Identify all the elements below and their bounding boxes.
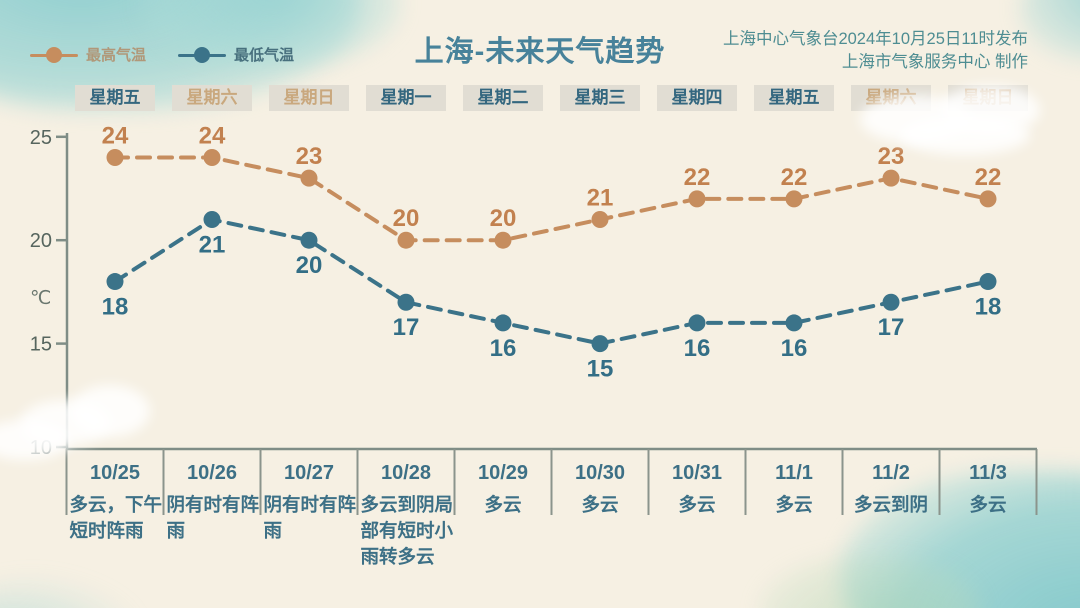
high-temp-point — [979, 190, 997, 208]
high-temp-point — [203, 148, 221, 166]
page-title: 上海-未来天气趋势 — [414, 36, 666, 68]
cloud-icon — [70, 385, 150, 437]
date-label: 11/2 — [872, 462, 910, 484]
low-temp-point — [979, 273, 997, 291]
weather-description: 多云 — [678, 494, 716, 515]
low-temp-marker-icon — [178, 46, 227, 64]
low-temp-point — [882, 293, 900, 311]
date-label: 11/1 — [775, 462, 813, 484]
low-temp-value-label: 18 — [102, 294, 129, 321]
high-temp-value-label: 24 — [102, 122, 129, 149]
legend-item-low: 最低气温 — [178, 44, 294, 65]
date-label: 10/26 — [186, 462, 238, 484]
high-temp-value-label: 23 — [878, 143, 905, 170]
date-label: 10/25 — [89, 462, 141, 484]
weather-description: 多云到阴局部有短时小雨转多云 — [360, 494, 454, 567]
high-temp-value-label: 22 — [975, 164, 1002, 191]
low-temp-value-label: 15 — [587, 356, 614, 383]
high-temp-marker-icon — [30, 46, 78, 64]
high-temp-point — [300, 169, 318, 187]
high-temp-value-label: 22 — [684, 164, 711, 191]
low-temp-point — [494, 314, 512, 332]
forecast-column-11/2: 11/2 多云到阴 — [843, 458, 940, 518]
low-temp-value-label: 20 — [296, 252, 323, 279]
low-temp-point — [397, 293, 415, 311]
legend-item-high: 最高气温 — [30, 44, 146, 65]
low-temp-point — [688, 314, 706, 332]
weather-description: 多云 — [581, 494, 619, 515]
weather-description: 多云 — [969, 494, 1007, 515]
weekday-tab-10/26: 星期六 — [172, 85, 252, 111]
high-temp-value-label: 21 — [587, 185, 614, 212]
high-temp-value-label: 24 — [199, 122, 226, 149]
forecast-column-10/29: 10/29 多云 — [455, 458, 552, 518]
weather-description: 多云到阴 — [853, 494, 928, 515]
date-label: 10/29 — [477, 462, 529, 484]
weekday-tab-10/29: 星期二 — [463, 85, 543, 111]
publisher-line2: 上海市气象服务中心 制作 — [841, 53, 1028, 71]
high-temp-value-label: 20 — [393, 205, 420, 232]
low-temp-point — [106, 273, 124, 291]
chart-legend: 最高气温 最低气温 — [30, 44, 326, 65]
forecast-column-10/31: 10/31 多云 — [649, 458, 746, 518]
low-temp-value-label: 16 — [684, 335, 711, 362]
low-temp-point — [300, 231, 318, 249]
forecast-column-10/26: 10/26 阴有时有阵雨 — [164, 458, 261, 544]
forecast-column-10/28: 10/28 多云到阴局部有短时小雨转多云 — [358, 458, 455, 570]
cloud-icon — [0, 420, 70, 460]
weekday-tab-10/30: 星期三 — [560, 85, 640, 111]
weekday-tab-11/1: 星期五 — [754, 85, 834, 111]
weekday-tab-10/25: 星期五 — [75, 85, 155, 111]
forecast-column-11/3: 11/3 多云 — [940, 458, 1037, 518]
publisher-info: 上海中心气象台2024年10月25日11时发布 上海市气象服务中心 制作 — [723, 28, 1028, 74]
high-temp-value-label: 23 — [296, 143, 323, 170]
low-temp-value-label: 17 — [393, 314, 420, 341]
weather-description: 阴有时有阵雨 — [263, 494, 357, 541]
weekday-tab-10/28: 星期一 — [366, 85, 446, 111]
low-temp-point — [785, 314, 803, 332]
weekday-tab-10/27: 星期日 — [269, 85, 349, 111]
legend-label-high: 最高气温 — [86, 47, 147, 64]
publisher-line1: 上海中心气象台2024年10月25日11时发布 — [722, 30, 1028, 48]
high-temp-point — [882, 169, 900, 187]
high-temp-point — [494, 231, 512, 249]
forecast-column-11/1: 11/1 多云 — [746, 458, 843, 518]
forecast-column-10/30: 10/30 多云 — [552, 458, 649, 518]
forecast-column-10/25: 10/25 多云，下午短时阵雨 — [67, 458, 164, 544]
high-temp-point — [785, 190, 803, 208]
high-temp-point — [106, 148, 124, 166]
legend-label-low: 最低气温 — [234, 47, 295, 64]
high-temp-value-label: 20 — [490, 205, 517, 232]
weather-description: 多云 — [775, 494, 813, 515]
y-tick-label: 20 — [30, 230, 52, 252]
high-temp-point — [688, 190, 706, 208]
low-temp-value-label: 21 — [199, 232, 226, 259]
low-temp-value-label: 18 — [975, 294, 1002, 321]
cloud-icon — [900, 115, 1030, 155]
low-temp-value-label: 16 — [490, 335, 517, 362]
date-label: 10/28 — [380, 462, 432, 484]
date-label: 10/27 — [283, 462, 335, 484]
high-temp-point — [397, 231, 415, 249]
y-tick-label: 25 — [30, 127, 52, 149]
y-axis-unit-label: ℃ — [30, 288, 51, 309]
date-label: 10/31 — [671, 462, 723, 484]
low-temp-point — [591, 335, 609, 353]
low-temp-point — [203, 211, 221, 229]
weather-description: 阴有时有阵雨 — [166, 494, 260, 541]
weekday-tab-10/31: 星期四 — [657, 85, 737, 111]
low-temp-value-label: 16 — [781, 335, 808, 362]
high-temp-point — [591, 211, 609, 229]
date-label: 11/3 — [969, 462, 1007, 484]
high-temp-value-label: 22 — [781, 164, 808, 191]
weather-description: 多云，下午短时阵雨 — [69, 494, 163, 541]
date-label: 10/30 — [574, 462, 626, 484]
weather-description: 多云 — [484, 494, 522, 515]
y-tick-label: 15 — [30, 334, 52, 356]
forecast-column-10/27: 10/27 阴有时有阵雨 — [261, 458, 358, 544]
low-temp-value-label: 17 — [878, 314, 905, 341]
